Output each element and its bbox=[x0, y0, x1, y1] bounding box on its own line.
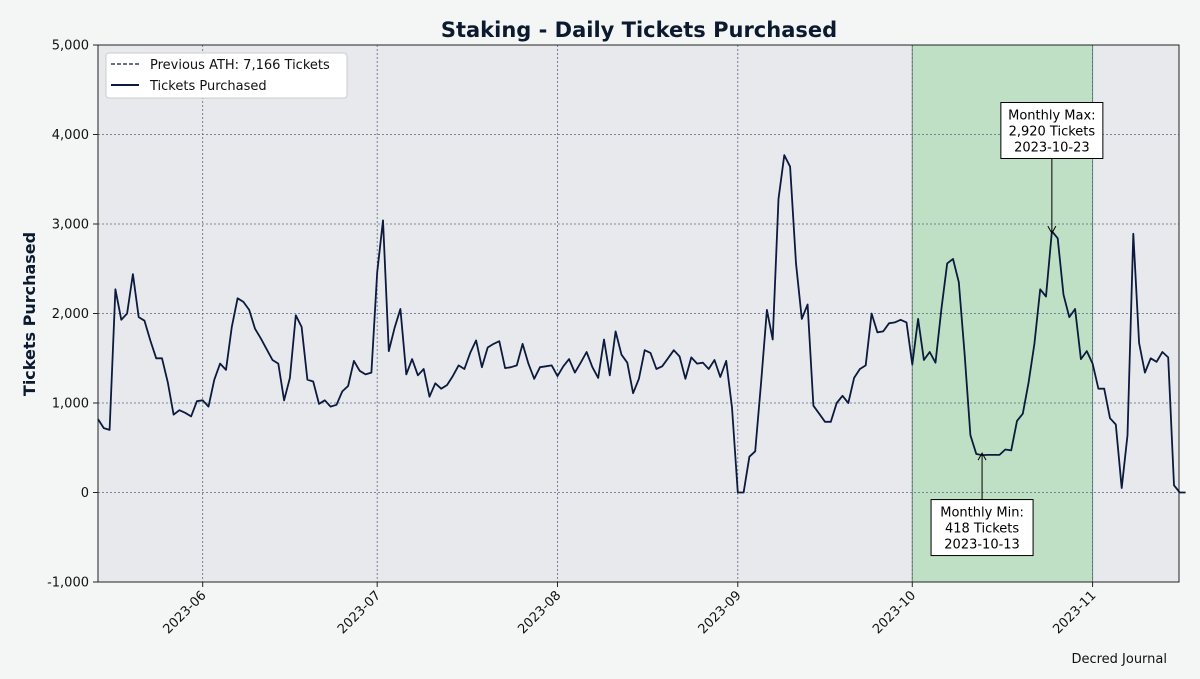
annotation-box bbox=[930, 499, 1034, 557]
legend-label: Tickets Purchased bbox=[149, 79, 267, 94]
annotation-text: Monthly Max: bbox=[1008, 109, 1095, 124]
chart-title: Staking - Daily Tickets Purchased bbox=[441, 18, 837, 42]
annotation-arrow-head bbox=[977, 452, 987, 461]
legend: Previous ATH: 7,166 Tickets Tickets Purch… bbox=[105, 52, 348, 99]
annotation-text: Monthly Min: bbox=[940, 506, 1024, 521]
annotation-text: 2,920 Tickets bbox=[1009, 125, 1096, 140]
x-tick-label: 2023-10 bbox=[870, 588, 919, 637]
legend-label: Previous ATH: 7,166 Tickets bbox=[150, 58, 330, 73]
y-axis-label: Tickets Purchased bbox=[20, 232, 39, 396]
x-tick-label: 2023-07 bbox=[335, 588, 384, 637]
watermark: Decred Journal bbox=[1071, 652, 1167, 667]
x-tick-label: 2023-06 bbox=[160, 588, 209, 637]
x-tick-label: 2023-11 bbox=[1050, 588, 1099, 637]
annotation-text: 2023-10-13 bbox=[944, 538, 1020, 553]
x-tick-label: 2023-09 bbox=[696, 588, 745, 637]
x-tick-label: 2023-08 bbox=[515, 588, 564, 637]
series-line-tickets-purchased bbox=[97, 154, 1186, 494]
y-tick-label: 3,000 bbox=[52, 218, 89, 233]
annotation-arrow-head bbox=[1047, 225, 1057, 235]
annotation-text: 2023-10-23 bbox=[1014, 141, 1090, 156]
y-tick-label: 4,000 bbox=[52, 128, 89, 143]
y-tick-label: 0 bbox=[81, 486, 89, 501]
y-tick-label: 1,000 bbox=[52, 397, 89, 412]
y-tick-label: 5,000 bbox=[52, 39, 89, 54]
annotation-box bbox=[1000, 102, 1104, 159]
y-tick-label: -1,000 bbox=[47, 576, 89, 591]
y-tick-label: 2,000 bbox=[52, 307, 89, 322]
plot-frame bbox=[97, 44, 1180, 583]
legend-box bbox=[105, 52, 348, 99]
annotation-text: 418 Tickets bbox=[945, 522, 1019, 537]
